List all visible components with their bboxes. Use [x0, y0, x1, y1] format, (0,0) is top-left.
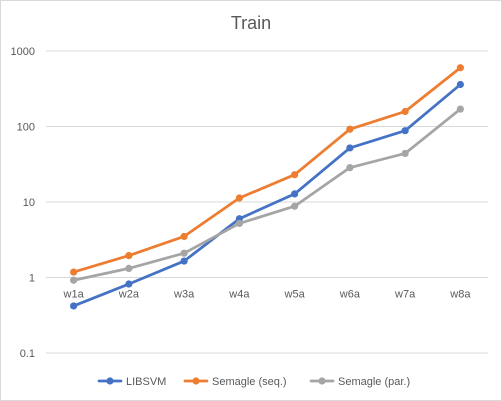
data-point	[70, 302, 78, 310]
legend: LIBSVM Semagle (seq.) Semagle (par.)	[97, 376, 410, 388]
legend-marker	[192, 377, 200, 385]
series-semagle-par	[70, 105, 464, 284]
data-point	[401, 127, 409, 135]
x-tick-label: w1a	[63, 289, 85, 301]
series-semagle-seq	[70, 64, 464, 276]
legend-marker	[106, 377, 114, 385]
x-tick-label: w5a	[284, 289, 306, 301]
data-point	[346, 164, 354, 172]
legend-marker	[318, 377, 326, 385]
data-point	[180, 232, 188, 241]
legend-label: Semagle (seq.)	[212, 376, 287, 388]
data-point	[456, 64, 464, 72]
data-point	[125, 280, 133, 288]
legend-label: Semagle (par.)	[338, 376, 410, 388]
legend-label: LIBSVM	[126, 376, 166, 388]
chart-title: Train	[231, 13, 271, 33]
data-point	[456, 80, 464, 89]
gridlines	[46, 50, 488, 354]
series-libsvm	[70, 80, 464, 310]
data-point	[180, 249, 188, 257]
data-point	[291, 202, 299, 210]
data-point	[346, 125, 354, 133]
data-point	[291, 190, 299, 198]
x-tick-label: w2a	[118, 289, 140, 301]
data-point	[456, 105, 464, 113]
y-tick-label: 10	[23, 197, 35, 209]
data-point	[70, 276, 78, 284]
y-tick-label: 1000	[11, 46, 35, 58]
series-line	[72, 83, 462, 308]
data-point	[125, 252, 133, 260]
series-line	[72, 107, 462, 282]
data-point	[401, 149, 409, 158]
series-line	[72, 66, 462, 274]
legend-item: Semagle (seq.)	[183, 376, 287, 388]
x-axis-ticks: w1a w2a w3a w4a w5a w6a w7a w8a	[63, 289, 472, 301]
data-point	[235, 219, 243, 228]
x-tick-label: w7a	[394, 289, 416, 301]
data-point	[235, 194, 243, 202]
data-point	[180, 257, 188, 265]
data-point	[291, 171, 299, 179]
x-tick-label: w3a	[173, 289, 195, 301]
series-lines	[70, 64, 464, 310]
y-tick-label: 100	[17, 122, 35, 134]
data-point	[401, 107, 409, 116]
data-point	[70, 268, 78, 276]
x-tick-label: w4a	[228, 289, 250, 301]
x-tick-label: w6a	[339, 289, 361, 301]
data-point	[125, 264, 133, 272]
legend-item: Semagle (par.)	[309, 376, 410, 388]
legend-item: LIBSVM	[97, 376, 166, 388]
y-tick-label: 1	[29, 273, 35, 285]
y-axis-ticks: 0.1 1 10 100 1000	[11, 46, 35, 360]
x-tick-label: w8a	[449, 289, 471, 301]
data-point	[346, 144, 354, 152]
y-tick-label: 0.1	[20, 348, 35, 360]
